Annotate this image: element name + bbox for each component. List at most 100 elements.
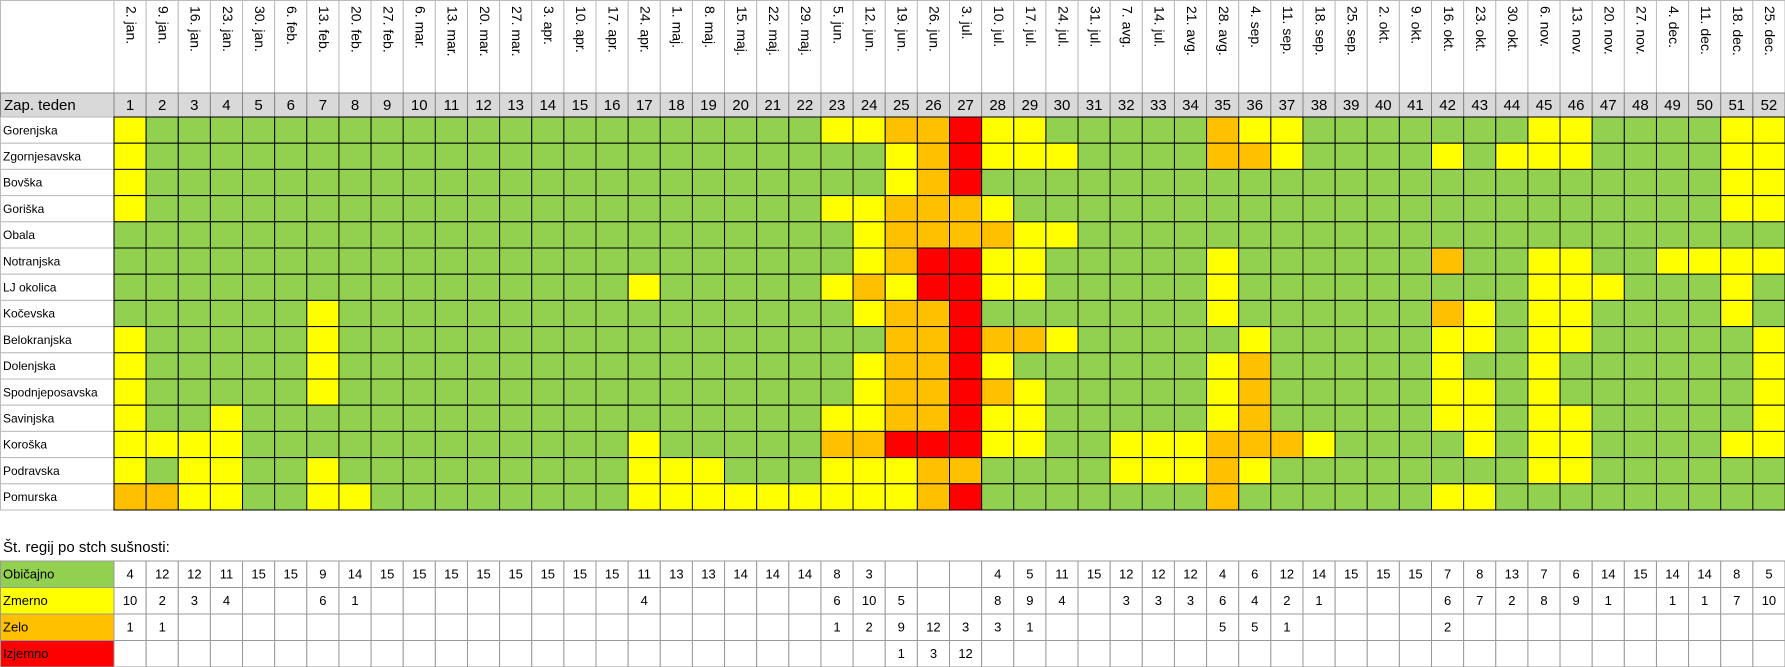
drought-cell (370, 195, 404, 223)
drought-cell (659, 221, 693, 249)
drought-cell (1141, 404, 1175, 432)
summary-count: 3 (191, 593, 198, 608)
drought-cell (338, 273, 372, 301)
drought-cell (788, 168, 822, 197)
drought-cell (177, 430, 211, 459)
drought-cell (306, 483, 340, 511)
week-number: 32 (1118, 97, 1135, 114)
drought-cell (916, 168, 950, 197)
region-cell (0, 483, 115, 511)
drought-cell (177, 483, 211, 511)
drought-cell (1495, 378, 1529, 406)
drought-cell (338, 404, 372, 432)
drought-cell (1688, 168, 1722, 197)
week-number: 47 (1600, 97, 1617, 114)
drought-cell (756, 168, 790, 197)
summary-cell (1495, 587, 1529, 615)
drought-cell (659, 457, 693, 485)
drought-cell (1495, 273, 1529, 301)
summary-cell (370, 560, 404, 588)
drought-cell (1045, 457, 1079, 485)
date-label: 7. avg. (1120, 6, 1136, 48)
summary-cell (306, 613, 340, 641)
region-name: Dolenjska (3, 359, 56, 373)
week-number: 2 (158, 97, 166, 114)
summary-cell (466, 560, 501, 588)
drought-cell (1366, 326, 1400, 354)
drought-cell (563, 352, 597, 380)
drought-cell (1334, 221, 1368, 249)
summary-count: 14 (766, 567, 780, 582)
drought-cell (1045, 430, 1079, 459)
drought-cell (531, 221, 565, 249)
region-cell (0, 378, 115, 406)
drought-cell (306, 326, 340, 354)
drought-cell (1752, 116, 1785, 144)
drought-cell (1173, 378, 1208, 406)
drought-cell (1623, 457, 1657, 485)
drought-cell (1398, 378, 1433, 406)
drought-cell (338, 326, 372, 354)
drought-cell (1431, 168, 1465, 197)
drought-cell (595, 352, 629, 380)
summary-count: 9 (898, 620, 905, 635)
drought-cell (756, 326, 790, 354)
summary-cell (788, 587, 822, 615)
drought-cell (209, 299, 244, 328)
drought-cell (274, 221, 308, 249)
drought-cell (1366, 142, 1400, 170)
drought-cell (209, 457, 244, 485)
drought-cell (1109, 142, 1143, 170)
drought-cell (531, 247, 565, 275)
summary-cell (1527, 640, 1561, 667)
week-number: 11 (444, 97, 460, 114)
drought-cell (563, 221, 597, 249)
drought-cell (1173, 273, 1208, 301)
summary-cell (1013, 560, 1047, 588)
week-number: 17 (636, 97, 653, 114)
drought-cell (177, 221, 211, 249)
week-number: 51 (1728, 97, 1745, 114)
drought-cell (1655, 168, 1690, 197)
summary-cell (1495, 560, 1529, 588)
week-cell (595, 92, 629, 118)
summary-cell (402, 587, 436, 615)
drought-cell (145, 457, 179, 485)
drought-cell (1720, 273, 1754, 301)
drought-cell (145, 326, 179, 354)
summary-count: 15 (1344, 567, 1358, 582)
drought-cell (1527, 168, 1561, 197)
drought-cell (177, 247, 211, 275)
region-name: Belokranjska (3, 333, 72, 347)
summary-count: 14 (798, 567, 812, 582)
summary-count: 1 (1026, 620, 1033, 635)
week-number: 8 (351, 97, 359, 114)
summary-cell (1366, 613, 1400, 641)
drought-cell (113, 168, 147, 197)
drought-cell (563, 378, 597, 406)
drought-cell (691, 273, 726, 301)
drought-cell (1431, 299, 1465, 328)
drought-cell (1623, 299, 1657, 328)
drought-cell (1431, 247, 1465, 275)
drought-cell (788, 457, 822, 485)
summary-cell (595, 587, 629, 615)
summary-count: 3 (962, 620, 969, 635)
drought-cell (756, 483, 790, 511)
drought-cell (916, 299, 950, 328)
week-number: 28 (989, 97, 1006, 114)
drought-cell (1013, 483, 1047, 511)
drought-cell (1334, 142, 1368, 170)
drought-cell (1655, 326, 1690, 354)
week-cell (659, 92, 693, 118)
drought-cell (1623, 247, 1657, 275)
summary-cell (338, 613, 372, 641)
drought-cell (659, 483, 693, 511)
summary-cell (113, 587, 147, 615)
drought-cell (820, 326, 854, 354)
summary-count: 7 (1540, 567, 1547, 582)
drought-cell (691, 326, 726, 354)
summary-cell (306, 640, 340, 667)
drought-cell (1109, 404, 1143, 432)
drought-cell (1655, 483, 1690, 511)
